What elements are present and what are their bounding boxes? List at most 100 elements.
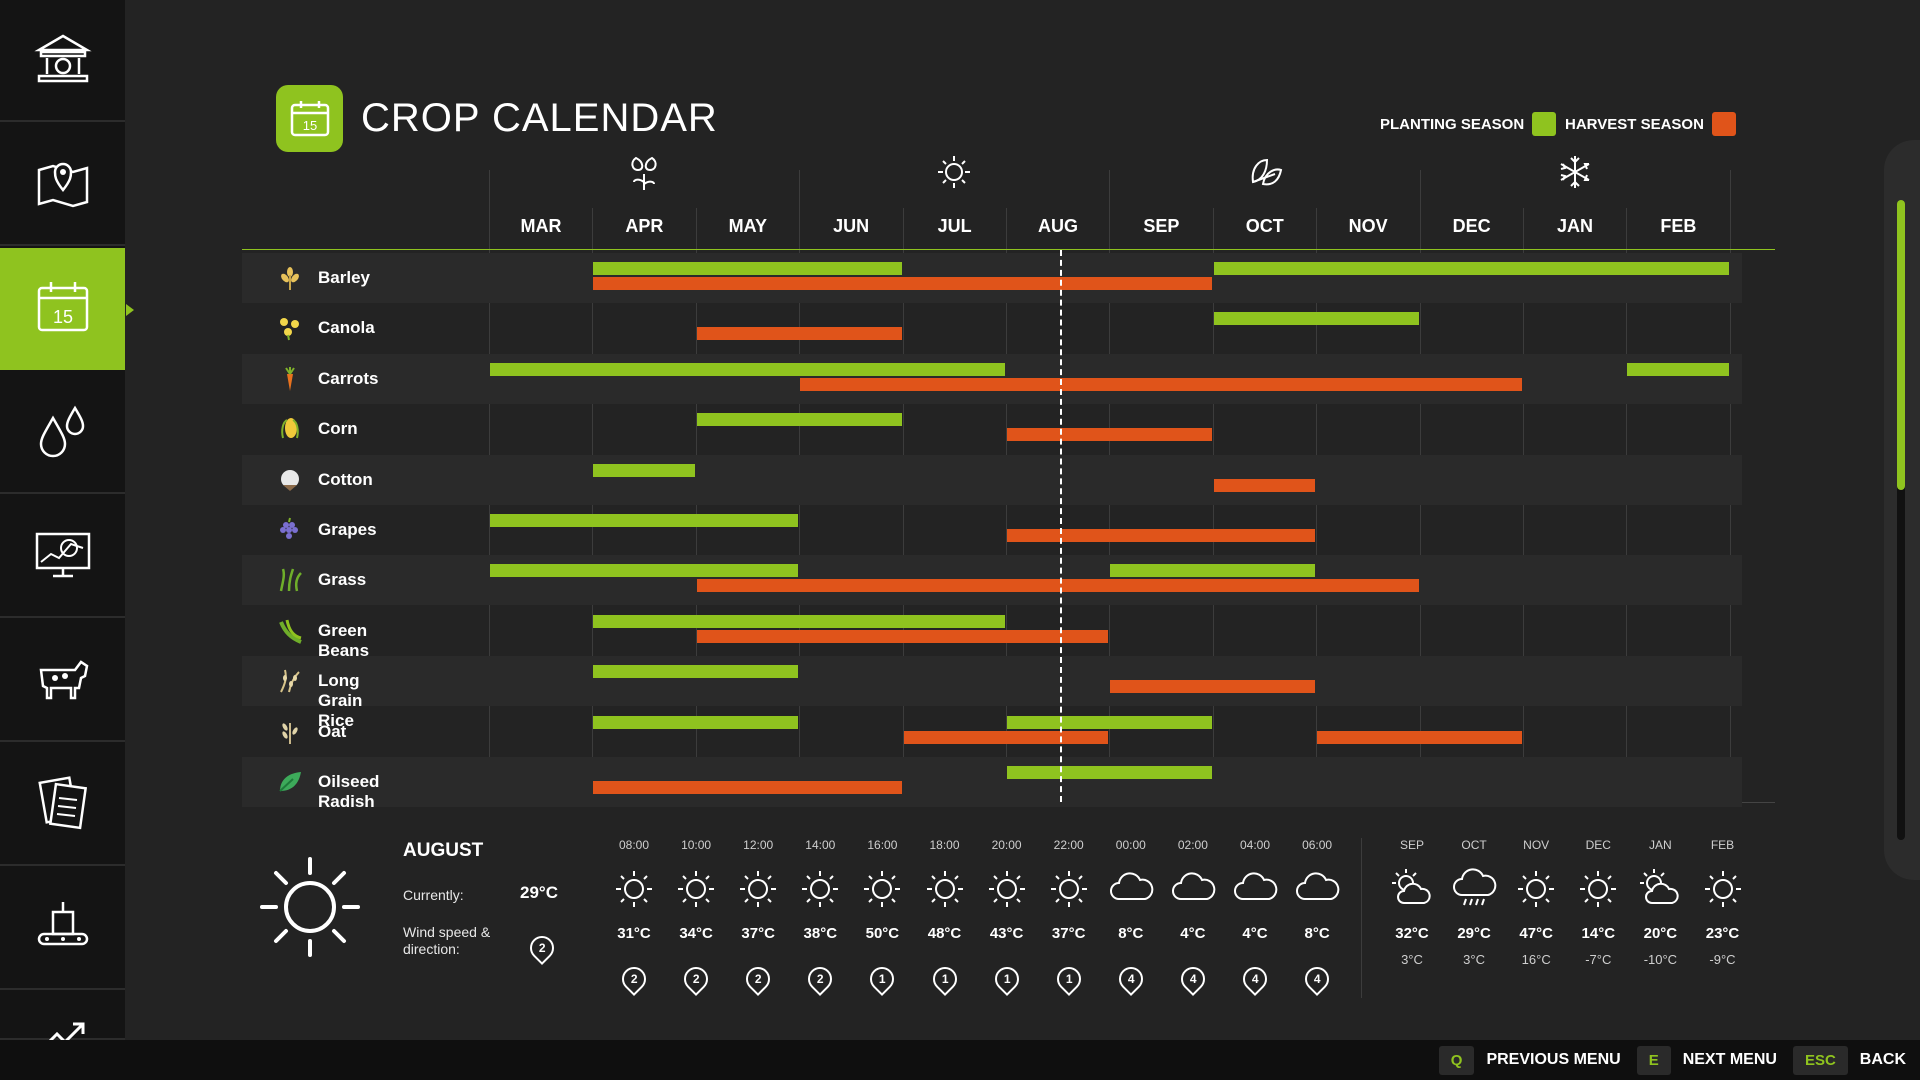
forecast-low: -10°C: [1643, 952, 1678, 967]
crop-name: Canola: [318, 318, 375, 338]
scrollbar[interactable]: [1897, 200, 1905, 840]
sidebar-item-finances[interactable]: [0, 0, 125, 122]
month-label-mar: MAR: [520, 216, 562, 236]
grid-line: [1316, 208, 1318, 802]
current-temp: 29°C: [520, 883, 558, 902]
hourly-temp: 8°C: [1304, 925, 1330, 942]
grid-line: [592, 208, 594, 802]
planting-bar: [1110, 564, 1316, 578]
page-title: CROP CALENDAR: [361, 96, 718, 140]
grapes-icon: [277, 517, 303, 543]
svg-text:15: 15: [52, 307, 72, 327]
harvest-bar: [696, 327, 902, 341]
crop-row: [242, 505, 1742, 555]
wind-direction-icon: 4: [1289, 962, 1345, 996]
hourly-temp: 31°C: [617, 925, 651, 942]
key-label: NEXT MENU: [1682, 1051, 1777, 1068]
hourly-time: 16:00: [867, 838, 898, 852]
crop-row: [242, 303, 1742, 353]
forecast-month: FEB: [1710, 838, 1735, 852]
sun-icon: [979, 865, 1035, 913]
sidebar-item-statistics[interactable]: [0, 496, 125, 618]
sidebar-item-map[interactable]: [0, 124, 125, 246]
header-divider: [242, 249, 1775, 250]
hourly-time: 14:00: [805, 838, 836, 852]
crop-name: Grapes: [318, 520, 377, 539]
hourly-time: 08:00: [618, 838, 650, 852]
month-label-oct: OCT: [1245, 216, 1284, 236]
wind-direction-icon: 1: [979, 962, 1035, 996]
month-label-feb: FEB: [1660, 216, 1697, 236]
hourly-temp: 37°C: [1051, 925, 1086, 942]
legend-harvest: HARVEST SEASON: [1565, 112, 1736, 136]
sidebar: 15: [0, 0, 134, 1051]
canola-icon: [277, 315, 303, 341]
forecast-high: 32°C: [1395, 925, 1429, 942]
sidebar-item-calendar[interactable]: 15: [0, 248, 134, 370]
wind-direction-icon: 2: [668, 962, 724, 996]
weather-divider: [1361, 838, 1362, 998]
harvest-bar: [1317, 730, 1522, 744]
sidebar-item-production[interactable]: [0, 868, 125, 990]
sun-icon: [1570, 865, 1626, 913]
cloud-icon: [1103, 865, 1159, 913]
radish-icon: [277, 769, 303, 795]
hourly-time: 10:00: [681, 838, 712, 852]
wind-direction-icon: 1: [1041, 962, 1097, 996]
forecast-month: NOV: [1523, 838, 1550, 852]
sun-icon: [1508, 865, 1564, 913]
footer-key-next-menu[interactable]: E NEXT MENU: [1636, 1045, 1777, 1075]
wind-direction-icon: 4: [1227, 962, 1283, 996]
planting-bar: [1007, 766, 1212, 779]
wind-direction-icon: 2: [606, 962, 662, 996]
current-wind-icon: 2: [514, 931, 570, 965]
hourly-time: 02:00: [1177, 838, 1208, 852]
forecast-month: OCT: [1461, 838, 1487, 852]
sidebar-item-contracts[interactable]: [0, 744, 125, 866]
planting-bar: [490, 362, 1005, 376]
hourly-temp: 50°C: [865, 925, 900, 942]
key-hint: Q: [1438, 1045, 1475, 1075]
planting-bar: [593, 262, 902, 275]
forecast-low: 3°C: [1463, 952, 1485, 967]
rice-icon: [277, 668, 303, 694]
calendar-icon: 15: [276, 85, 343, 152]
hourly-time: 22:00: [1053, 838, 1084, 852]
harvest-bar: [1007, 428, 1212, 442]
forecast-high: 14°C: [1581, 925, 1616, 942]
legend-harvest-swatch: [1711, 112, 1736, 136]
sidebar-item-weather[interactable]: [0, 372, 125, 494]
forecast-high: 29°C: [1457, 925, 1491, 942]
legend-planting: PLANTING SEASON: [1380, 112, 1557, 136]
sun-icon: [917, 865, 973, 913]
cloud-icon: [1165, 865, 1221, 913]
partly-cloudy-icon: [1632, 865, 1688, 913]
crop-name: Long Grain Rice: [318, 671, 363, 731]
hourly-time: 18:00: [929, 838, 960, 852]
forecast-low: -9°C: [1709, 952, 1736, 967]
forecast-month: JAN: [1649, 838, 1672, 852]
map-pin-icon: [31, 150, 95, 219]
footer-key-previous-menu[interactable]: Q PREVIOUS MENU: [1438, 1045, 1621, 1075]
crop-name: Oat: [318, 721, 347, 741]
hourly-time: 04:00: [1239, 838, 1271, 852]
footer-key-back[interactable]: ESC BACK: [1792, 1045, 1906, 1075]
cloud-icon: [1227, 865, 1283, 913]
planting-bar: [593, 463, 695, 477]
sidebar-item-animals[interactable]: [0, 620, 125, 742]
forecast-high: 23°C: [1705, 925, 1740, 942]
cow-icon: [31, 646, 95, 715]
grid-line: [902, 208, 904, 802]
legend-planting-swatch: [1532, 112, 1557, 136]
harvest-bar: [696, 629, 1109, 643]
currently-label: Currently:: [403, 887, 464, 903]
hourly-temp: 4°C: [1242, 925, 1268, 942]
month-label-jan: JAN: [1556, 216, 1593, 236]
scrollbar-thumb[interactable]: [1897, 200, 1905, 490]
hourly-time: 06:00: [1302, 838, 1333, 852]
sidebar-item-prices[interactable]: [0, 992, 125, 1051]
key-label: BACK: [1859, 1051, 1906, 1068]
hourly-temp: 34°C: [679, 925, 713, 942]
wind-direction-icon: 2: [792, 962, 848, 996]
hourly-temp: 38°C: [803, 925, 838, 942]
